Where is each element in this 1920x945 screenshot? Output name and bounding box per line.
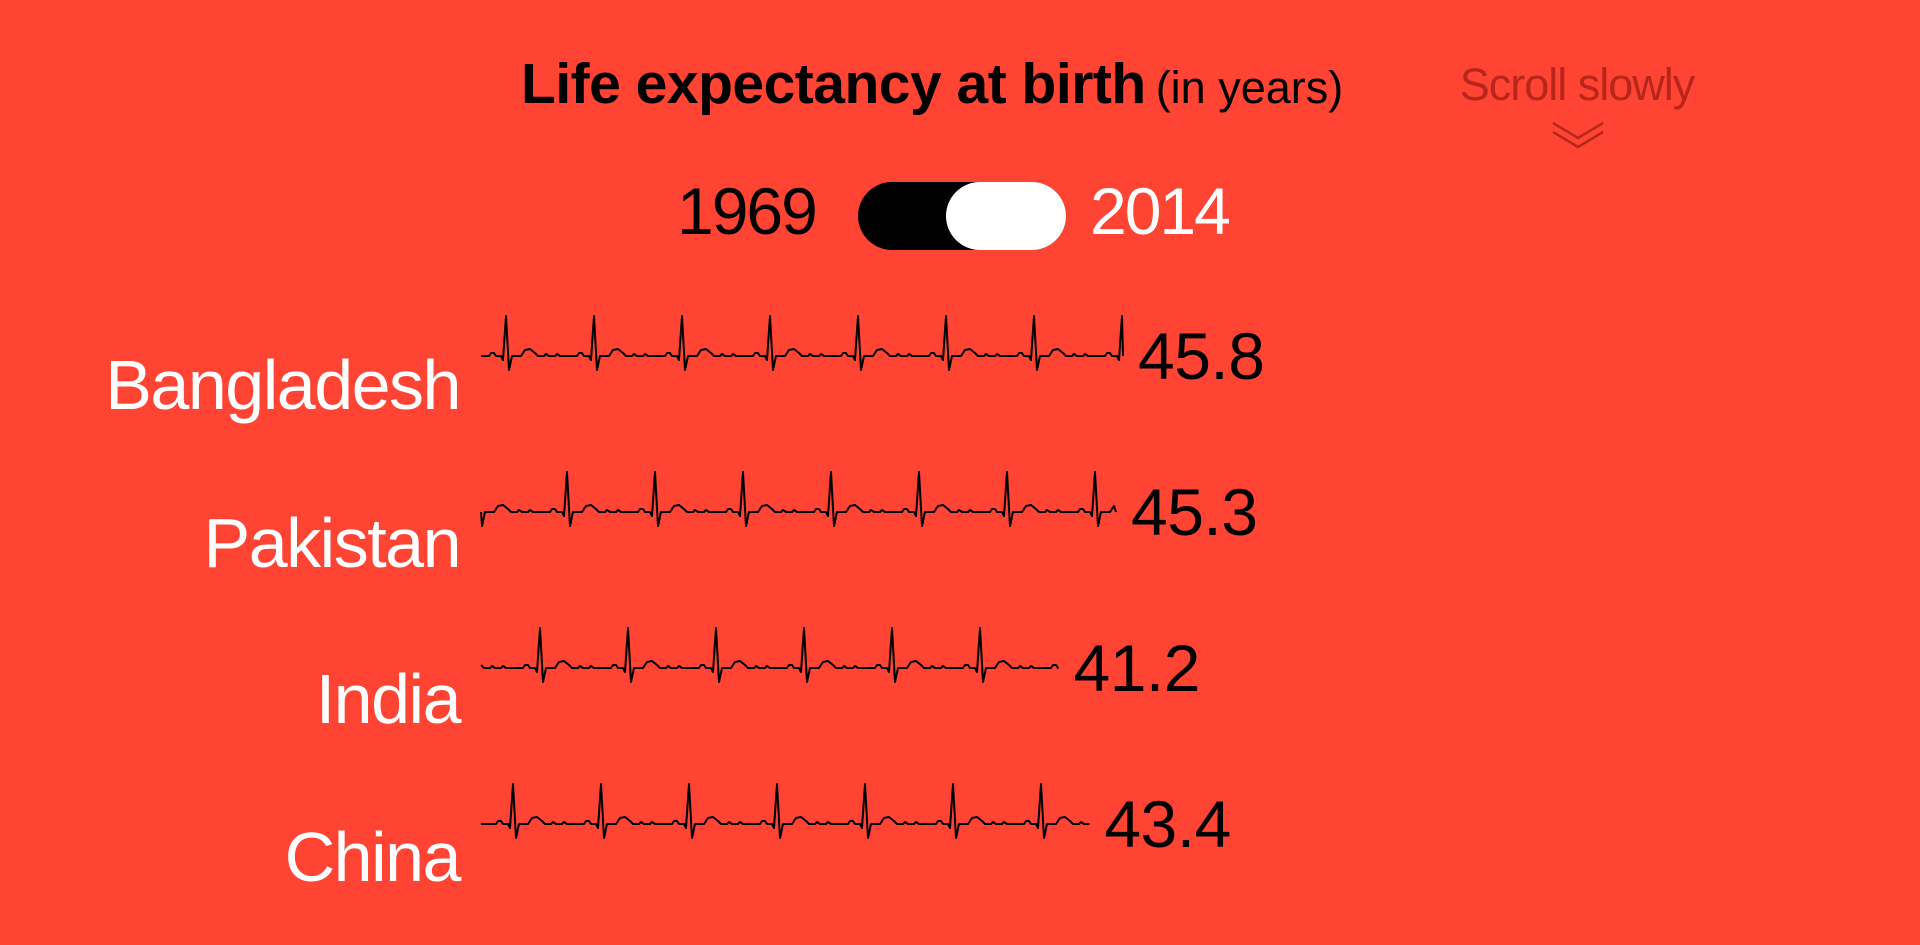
heartbeat-bar — [480, 471, 1117, 527]
chart-title: Life expectancy at birth (in years) — [521, 56, 1343, 113]
toggle-knob[interactable] — [946, 182, 1066, 250]
heartbeat-trace — [481, 783, 1090, 839]
country-label: Bangladesh — [105, 346, 461, 424]
value-label: 45.8 — [1138, 319, 1265, 393]
year-toggle-switch[interactable] — [858, 182, 1066, 250]
country-label: China — [284, 818, 462, 896]
double-chevron-down-icon[interactable] — [1552, 120, 1604, 150]
heartbeat-bar — [481, 315, 1124, 371]
value-label: 41.2 — [1073, 631, 1201, 705]
heartbeat-trace — [480, 627, 1059, 683]
heartbeat-trace — [480, 471, 1117, 527]
value-label: 43.4 — [1104, 787, 1231, 861]
country-label: Pakistan — [203, 504, 462, 582]
heartbeat-trace — [481, 315, 1124, 371]
heartbeat-bar — [480, 627, 1059, 683]
scroll-hint[interactable]: Scroll slowly — [1459, 59, 1696, 110]
value-label: 45.3 — [1130, 475, 1258, 549]
year-option-left[interactable]: 1969 — [677, 174, 818, 248]
country-label: India — [315, 660, 462, 738]
title-unit: (in years) — [1155, 62, 1344, 113]
year-option-right[interactable]: 2014 — [1090, 174, 1231, 248]
heartbeat-bar — [481, 783, 1090, 839]
title-main: Life expectancy at birth — [521, 52, 1146, 116]
